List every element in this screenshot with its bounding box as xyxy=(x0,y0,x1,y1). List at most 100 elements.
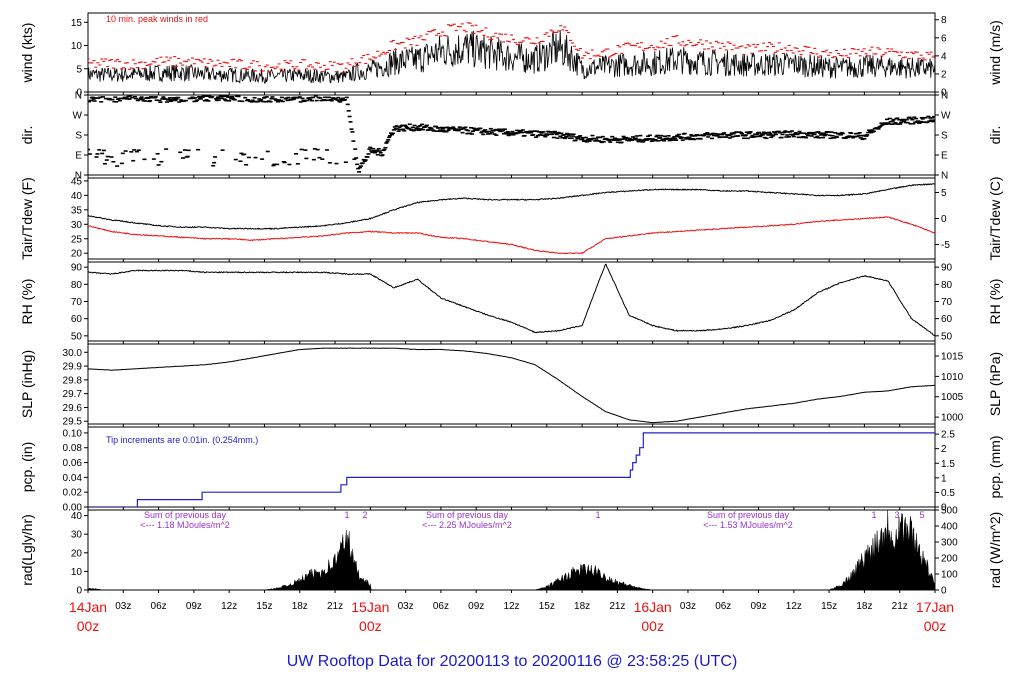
ytick-label-left-temp: 20 xyxy=(71,249,83,260)
ytick-label-right-temp: 0 xyxy=(941,214,947,225)
xtick-label: 03z xyxy=(115,601,131,612)
panel-pcp: pcp. (in) pcp. (mm) 0.00 0.02 0.04 0.06 0.08 0.… xyxy=(19,426,1003,514)
ytick-label-left-slp: 30.0 xyxy=(63,348,83,359)
ytick-label-right-wind: 4 xyxy=(941,51,947,62)
ytick-label-left-rad: 40 xyxy=(71,511,83,522)
ylabel-right-rh: RH (%) xyxy=(987,279,1003,325)
ytick-label-right-pcp: 1 xyxy=(941,473,947,484)
xtick-label: 03z xyxy=(680,601,696,612)
ytick-label-left-slp: 29.6 xyxy=(63,403,83,414)
xtick-label: 09z xyxy=(750,601,766,612)
xtick-label: 06z xyxy=(433,601,449,612)
ytick-label-left-temp: 30 xyxy=(71,220,83,231)
ytick-label-left-rad: 10 xyxy=(71,567,83,578)
ytick-label-left-dir: N xyxy=(75,91,82,102)
rad-annotation-sum: <--- 1.18 MJoules/m^2 xyxy=(140,520,230,530)
ytick-label-right-wind: 0 xyxy=(941,88,947,99)
ytick-label-left-dir: E xyxy=(75,151,82,162)
rad-annotation: Sum of previous day xyxy=(707,510,790,520)
plot-area-temp xyxy=(88,183,935,255)
plot-area-pcp xyxy=(88,432,935,507)
ylabel-right-wind: wind (m/s) xyxy=(987,20,1003,86)
xtick-label: 18z xyxy=(292,601,308,612)
day-label-hour: 00z xyxy=(641,618,664,634)
ytick-label-left-pcp: 0.06 xyxy=(63,458,83,469)
plot-area-wind xyxy=(88,22,935,84)
ytick-label-left-temp: 45 xyxy=(71,176,83,187)
day-label-date: 15Jan xyxy=(351,599,389,615)
ytick-label-right-rad: 0 xyxy=(941,586,947,597)
series-radiation xyxy=(88,510,935,590)
xtick-label: 15z xyxy=(256,601,272,612)
ytick-label-left-pcp: 0.04 xyxy=(63,473,83,484)
series-precipitation xyxy=(88,432,935,507)
rad-count-mark: 1 xyxy=(595,510,600,520)
panel-frame-rh xyxy=(87,261,936,342)
rad-count-mark: 1 xyxy=(344,510,349,520)
rad-annotation: Sum of previous day xyxy=(426,510,509,520)
panel-rad: rad(Lgly/hr) rad (W/m^2) 0 10 20 30 40 0 100 200 3… xyxy=(19,506,1003,597)
day-label-date: 17Jan xyxy=(916,599,954,615)
ytick-label-right-pcp: 2 xyxy=(941,444,947,455)
ytick-label-right-pcp: 0 xyxy=(941,503,947,514)
ytick-label-right-temp: -5 xyxy=(941,240,950,251)
ytick-label-left-rh: 70 xyxy=(71,297,83,308)
ytick-label-right-rh: 80 xyxy=(941,280,953,291)
panel-frame-temp xyxy=(87,177,936,260)
ylabel-right-temp: Tair/Tdew (C) xyxy=(987,176,1003,260)
ylabel-left-dir: dir. xyxy=(19,126,35,145)
ytick-label-left-dir: W xyxy=(73,111,83,122)
panel-frame-pcp xyxy=(87,426,936,508)
ytick-label-left-rh: 60 xyxy=(71,314,83,325)
plot-area-dir xyxy=(88,95,935,173)
time-axis: 03z 06z 09z 12z 15z 18z 21z 03z 06z 09z 12z 15z 18z 2… xyxy=(69,599,954,634)
ytick-label-right-dir: N xyxy=(941,91,948,102)
rad-count-mark: 5 xyxy=(919,510,924,520)
ytick-label-left-temp: 35 xyxy=(71,205,83,216)
series-tair xyxy=(88,183,935,230)
ytick-label-left-rad: 20 xyxy=(71,548,83,559)
panel-slp: SLP (inHg) SLP (hPa) 29.5 29.6 29.7 29.8 29.9 3… xyxy=(19,343,1003,428)
xtick-label: 03z xyxy=(398,601,414,612)
ytick-label-left-rad: 30 xyxy=(71,530,83,541)
ytick-label-left-dir: N xyxy=(75,171,82,182)
ytick-label-right-wind: 2 xyxy=(941,69,947,80)
ylabel-left-temp: Tair/Tdew (F) xyxy=(19,177,35,259)
xtick-label: 21z xyxy=(609,601,625,612)
ytick-label-left-slp: 29.7 xyxy=(63,389,83,400)
ytick-label-right-slp: 1010 xyxy=(941,372,964,383)
ytick-label-right-rh: 50 xyxy=(941,331,953,342)
xtick-label: 12z xyxy=(221,601,237,612)
ylabel-left-rh: RH (%) xyxy=(19,279,35,325)
ytick-label-right-dir: S xyxy=(941,131,948,142)
ylabel-left-slp: SLP (inHg) xyxy=(19,350,35,418)
panel-frame-rad xyxy=(87,509,936,591)
ylabel-right-rad: rad (W/m^2) xyxy=(987,512,1003,589)
ylabel-left-rad: rad(Lgly/hr) xyxy=(19,514,35,586)
ytick-label-right-rad: 300 xyxy=(941,538,958,549)
ytick-label-left-rh: 90 xyxy=(71,263,83,274)
rad-count-mark: 3 xyxy=(894,510,899,520)
rad-annotation-sum: <--- 2.25 MJoules/m^2 xyxy=(422,520,512,530)
ytick-label-right-wind: 6 xyxy=(941,33,947,44)
xtick-label: 21z xyxy=(892,601,908,612)
xtick-label: 21z xyxy=(327,601,343,612)
ytick-label-right-rad: 100 xyxy=(941,570,958,581)
ytick-label-right-rh: 70 xyxy=(941,297,953,308)
ytick-label-right-slp: 1000 xyxy=(941,413,964,424)
ytick-label-left-pcp: 0.00 xyxy=(63,503,83,514)
ytick-label-left-wind: 15 xyxy=(71,18,83,29)
ytick-label-right-rad: 200 xyxy=(941,554,958,565)
ytick-label-right-slp: 1005 xyxy=(941,392,964,403)
panel-frame-wind xyxy=(87,12,936,93)
ytick-label-left-rh: 50 xyxy=(71,331,83,342)
ytick-label-right-pcp: 2.5 xyxy=(941,430,955,441)
ytick-label-right-dir: W xyxy=(941,111,951,122)
ytick-label-left-pcp: 0.02 xyxy=(63,488,83,499)
series-slp xyxy=(88,347,935,424)
ytick-label-left-slp: 29.8 xyxy=(63,375,83,386)
ytick-label-left-temp: 25 xyxy=(71,234,83,245)
series-tdew xyxy=(88,216,935,255)
